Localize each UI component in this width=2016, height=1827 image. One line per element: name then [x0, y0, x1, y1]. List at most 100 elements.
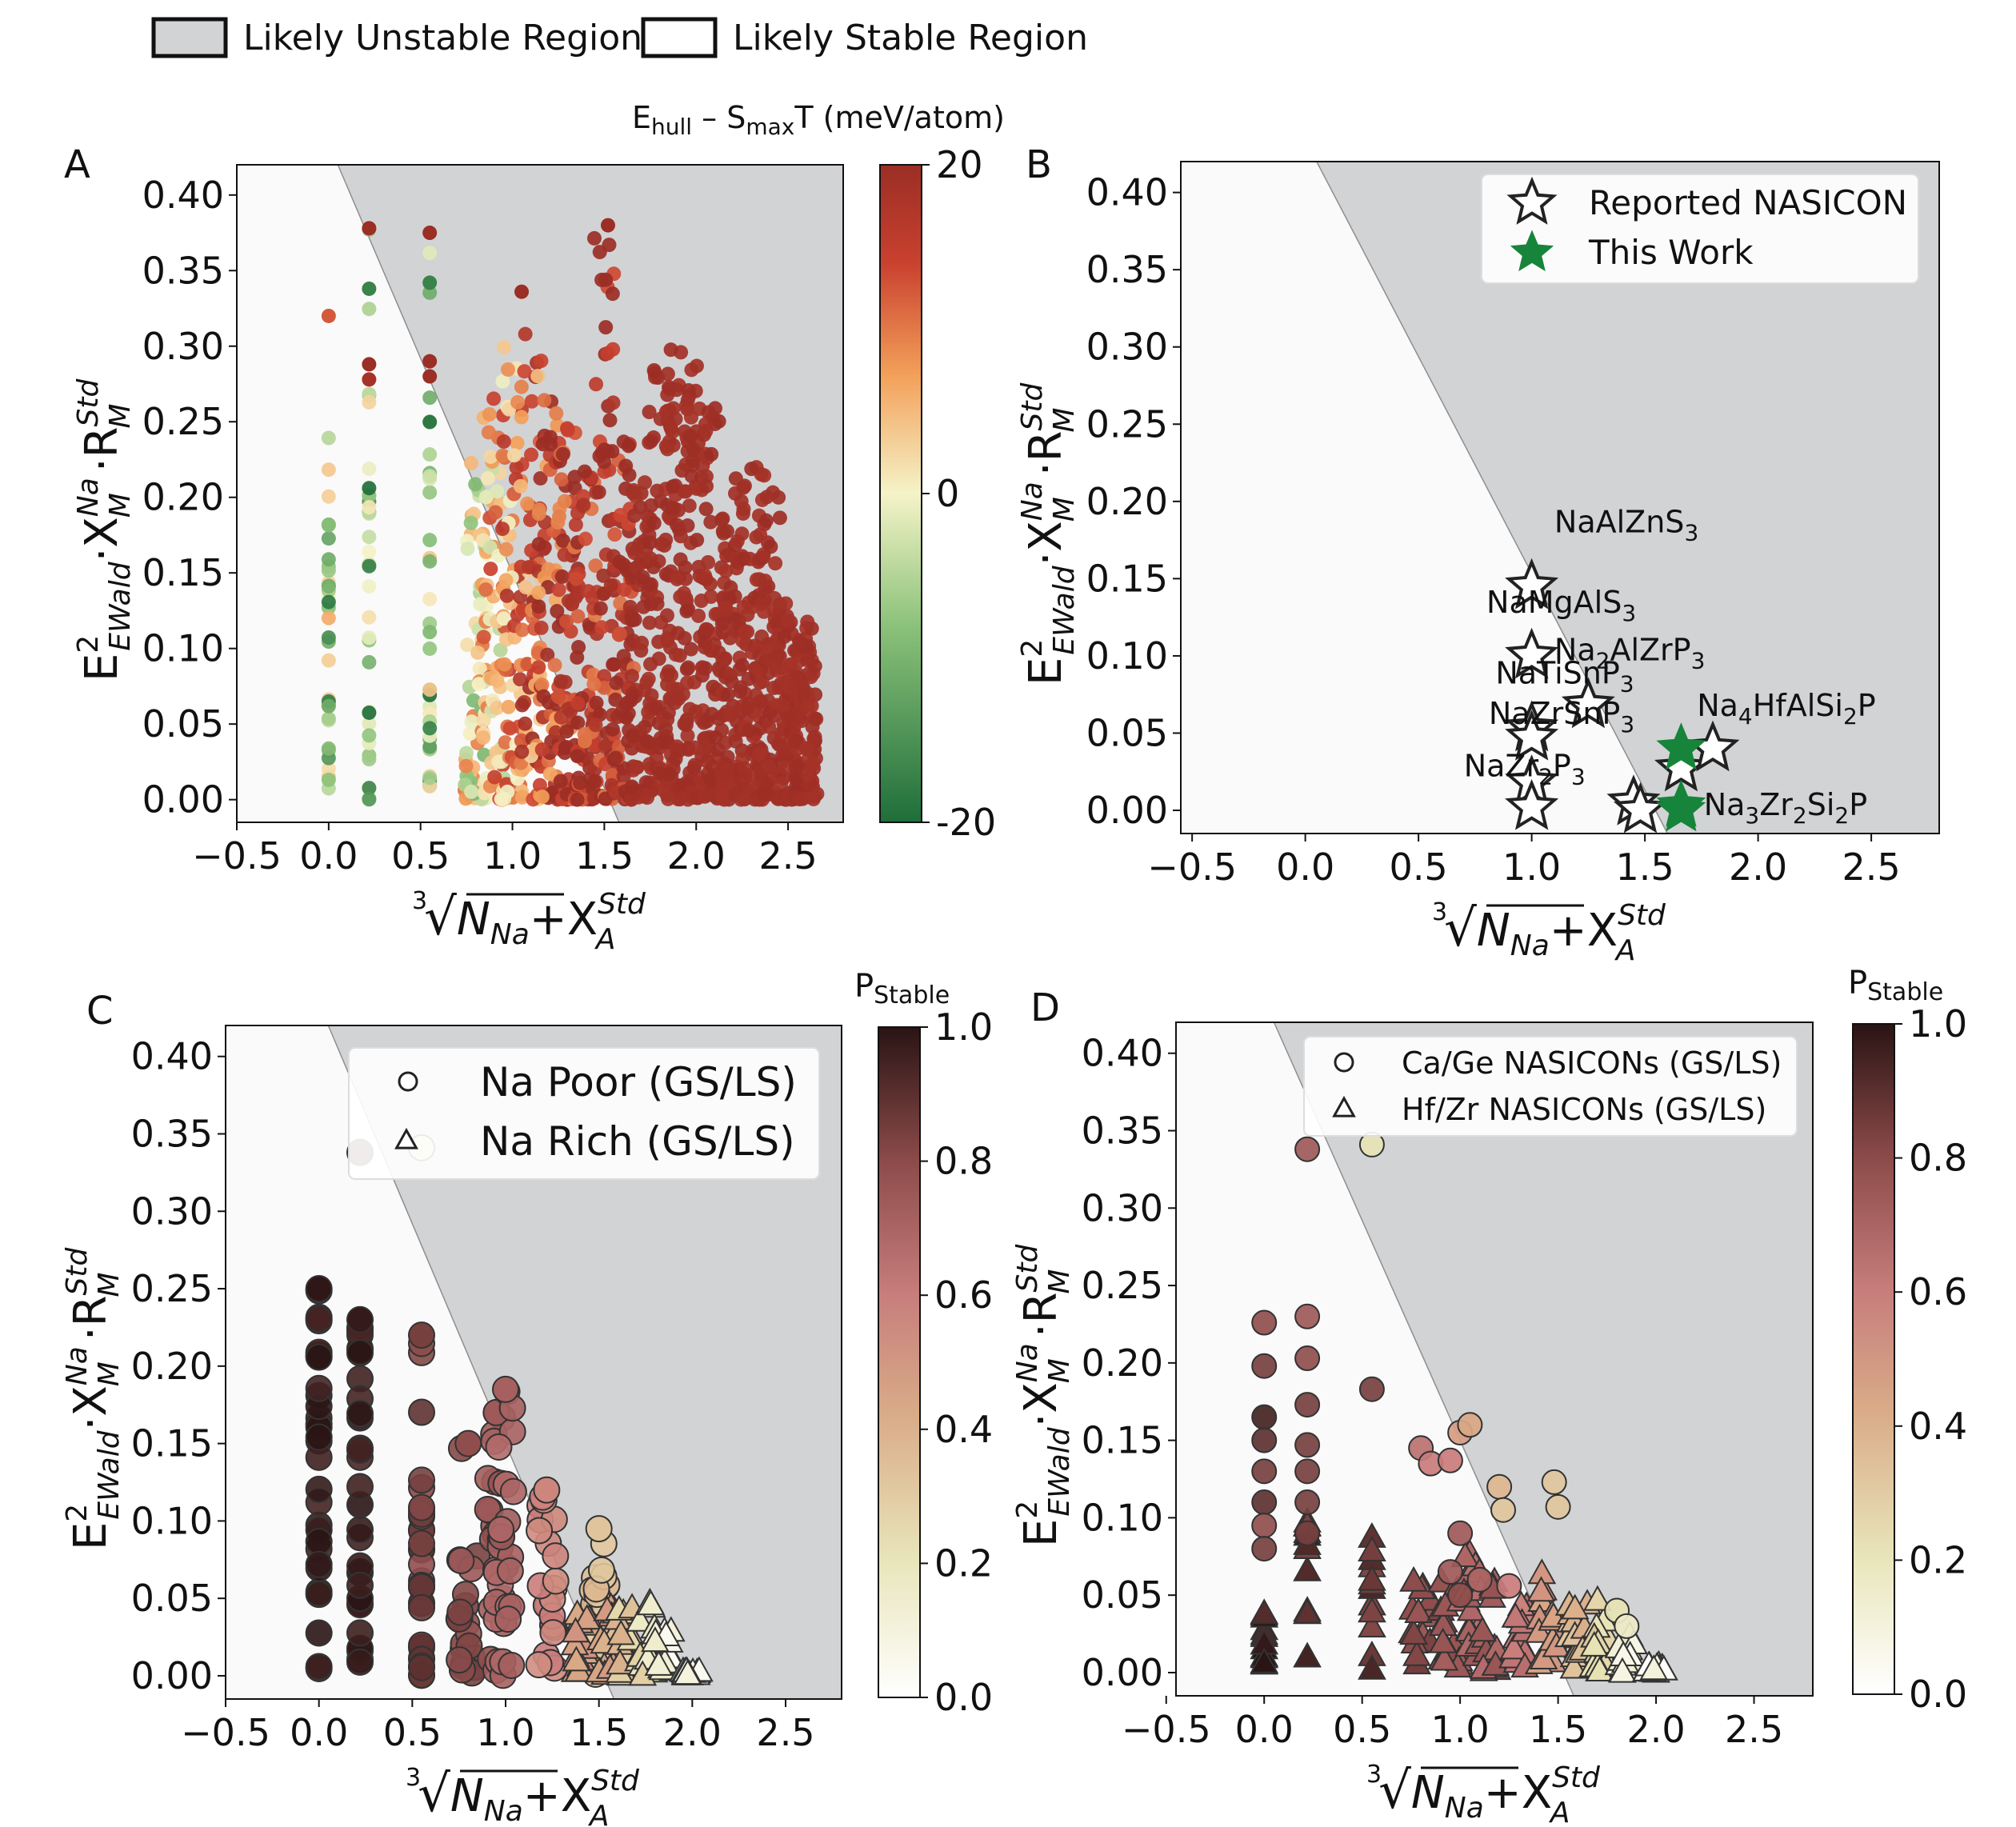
scatter-points — [1250, 1131, 1678, 1683]
data-point — [698, 661, 713, 676]
compound-label: NaZr2P3 — [1464, 749, 1586, 790]
data-point — [800, 614, 815, 630]
data-point — [576, 498, 591, 513]
compound-label-part: AlZrP — [1610, 633, 1690, 668]
y-label-text: E2EWald·XNaM·RStdM — [72, 378, 137, 682]
x-tick-label: 2.0 — [1729, 846, 1787, 889]
x-tick-label: −0.5 — [1122, 1708, 1211, 1751]
x-label-plus: +X — [530, 894, 598, 945]
na-poor-point — [346, 1436, 374, 1464]
data-point — [321, 630, 336, 645]
data-point — [321, 552, 336, 567]
data-point — [488, 505, 503, 520]
data-point — [668, 751, 683, 766]
data-point — [637, 475, 652, 490]
y-tick-label: 0.00 — [142, 778, 224, 822]
x-label-plus: +X — [1550, 905, 1618, 957]
data-point — [422, 246, 438, 261]
y-tick-label: 0.30 — [131, 1189, 213, 1233]
na-poor-point — [542, 1567, 570, 1595]
data-point — [737, 761, 752, 776]
data-point — [756, 786, 771, 801]
compound-label-part: NaAlZnS — [1554, 504, 1685, 539]
data-point — [589, 695, 604, 710]
data-point — [570, 715, 586, 730]
data-point — [602, 238, 617, 253]
data-point — [788, 759, 803, 774]
y-tick-label: 0.40 — [142, 174, 224, 217]
na-poor-point — [346, 1339, 374, 1367]
ca-ge-point — [1251, 1404, 1278, 1430]
compound-label-subscript: 3 — [1622, 600, 1636, 626]
na-poor-point — [494, 1605, 522, 1633]
na-poor-point — [585, 1515, 613, 1543]
y-label-dot-x: ·X — [1015, 1382, 1067, 1427]
data-point — [734, 658, 750, 673]
data-point — [737, 478, 752, 494]
data-point — [683, 429, 698, 444]
data-point — [518, 326, 533, 342]
data-point — [800, 767, 815, 782]
data-point — [362, 654, 377, 670]
data-point — [487, 770, 502, 785]
na-poor-point — [305, 1275, 333, 1303]
data-point — [618, 458, 634, 474]
data-point — [531, 599, 546, 614]
legend-triangle — [394, 1127, 418, 1149]
data-point — [671, 522, 686, 537]
data-point — [711, 645, 726, 660]
data-point — [551, 582, 566, 598]
y-tick-label: 0.25 — [142, 400, 224, 443]
data-point — [608, 750, 623, 766]
data-point — [728, 734, 743, 749]
hf-zr-point — [1358, 1612, 1386, 1637]
unstable-legend-label: Likely Unstable Region — [243, 18, 642, 58]
data-point — [536, 689, 551, 704]
reported-nasicon-star — [1505, 627, 1559, 679]
data-point — [699, 478, 714, 494]
x-label-na-sub: Na — [1510, 929, 1550, 962]
compound-label-subscript: 3 — [1620, 711, 1634, 738]
data-point — [362, 558, 377, 574]
data-point — [597, 669, 612, 684]
na-poor-point — [408, 1321, 435, 1349]
y-label-m-sub: M — [93, 1361, 126, 1386]
data-point — [600, 218, 615, 233]
x-tick-label: 2.0 — [667, 834, 726, 878]
na-poor-point — [346, 1473, 374, 1501]
data-point — [774, 776, 789, 791]
y-label-e: E — [1015, 1519, 1067, 1547]
ca-ge-point — [1294, 1392, 1321, 1418]
y-label-m2-sub: M — [1048, 408, 1081, 433]
data-point — [772, 680, 787, 695]
data-point — [495, 374, 510, 389]
data-point — [646, 362, 662, 378]
data-point — [557, 547, 572, 562]
data-point — [362, 610, 377, 625]
data-point — [660, 442, 675, 457]
data-point — [682, 498, 697, 514]
ca-ge-point — [1358, 1376, 1385, 1402]
data-point — [514, 284, 530, 299]
data-point — [518, 716, 533, 731]
compound-label-part: NaZr — [1464, 749, 1539, 784]
compound-label-subscript: 2 — [1538, 764, 1553, 790]
data-point — [500, 784, 515, 799]
data-point — [700, 787, 715, 802]
y-tick-label: 0.40 — [1086, 171, 1168, 214]
data-point — [714, 616, 730, 631]
x-axis-label: 3√NNa+XStd A — [406, 1764, 640, 1827]
data-point — [495, 522, 510, 537]
data-point — [734, 792, 749, 807]
na-poor-point — [305, 1550, 333, 1578]
colorbar-title-hull: hull — [651, 114, 692, 140]
data-point — [362, 579, 377, 594]
data-point — [614, 704, 630, 719]
x-label-na-sub: Na — [1445, 1792, 1484, 1825]
data-point — [478, 490, 494, 505]
y-label-na-sup: Na — [61, 1346, 94, 1385]
data-point — [678, 560, 693, 575]
na-poor-point — [305, 1528, 333, 1556]
colorbar-tick-label: 0.8 — [1909, 1137, 1967, 1180]
y-tick-label: 0.05 — [1086, 711, 1168, 754]
